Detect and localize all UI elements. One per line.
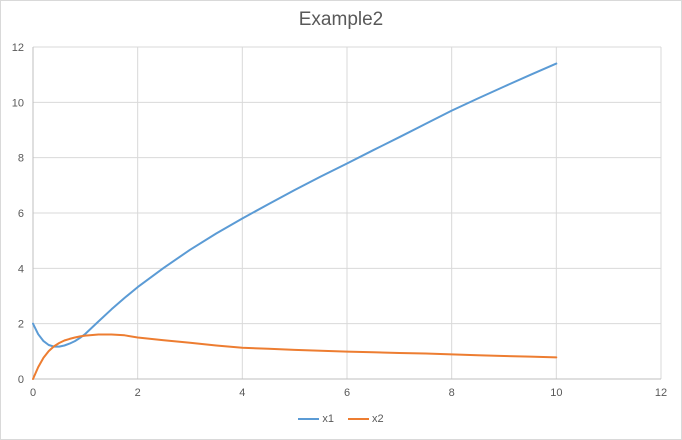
y-tick-label: 10: [12, 97, 24, 109]
legend-item-x2[interactable]: x2: [348, 413, 384, 425]
y-tick-label: 8: [18, 153, 24, 165]
legend: x1 x2: [1, 413, 681, 425]
chart-title: Example2: [298, 9, 384, 30]
legend-label-x1: x1: [322, 413, 334, 425]
x-tick-label: 10: [550, 387, 562, 399]
legend-item-x1[interactable]: x1: [298, 413, 334, 425]
x-tick-label: 0: [30, 387, 36, 399]
y-tick-label: 6: [18, 208, 24, 220]
y-tick-label: 2: [18, 319, 24, 331]
x-tick-label: 2: [135, 387, 141, 399]
x-tick-label: 8: [449, 387, 455, 399]
series-line-x2: [32, 333, 558, 380]
legend-swatch-x2: [348, 418, 369, 420]
x-tick-label: 4: [239, 387, 245, 399]
legend-label-x2: x2: [372, 413, 384, 425]
y-tick-label: 4: [18, 263, 24, 275]
legend-swatch-x1: [298, 418, 320, 420]
x-tick-label: 12: [655, 387, 667, 399]
y-tick-label: 0: [18, 374, 24, 386]
y-tick-label: 12: [12, 42, 24, 54]
x-tick-label: 6: [344, 387, 350, 399]
series-line-x1: [32, 62, 558, 348]
